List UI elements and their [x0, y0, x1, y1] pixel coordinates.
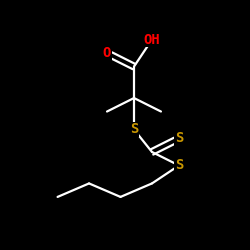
Text: O: O — [103, 46, 111, 60]
Text: S: S — [175, 132, 183, 145]
Text: S: S — [175, 158, 183, 172]
Text: S: S — [130, 122, 138, 136]
Text: OH: OH — [144, 32, 160, 46]
